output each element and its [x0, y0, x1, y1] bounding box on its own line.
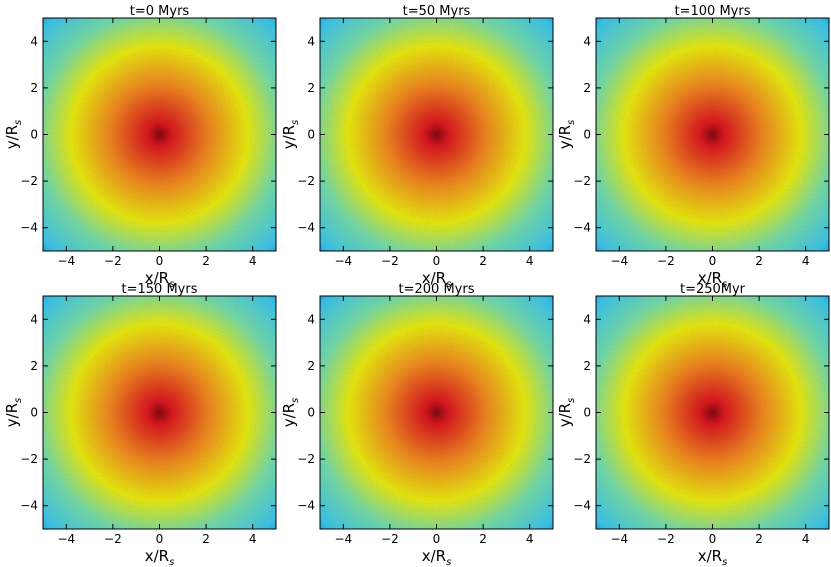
- x-tick-label: 0: [156, 254, 164, 268]
- panel-3: −4 −2 0 2 4 −4 −2 0 2 4 t=100 Myrs x/Rs y/Rs: [556, 4, 830, 290]
- x-tick-label: 4: [526, 532, 534, 546]
- x-tick-label: 2: [202, 532, 210, 546]
- density-map: [596, 296, 829, 529]
- y-tick-label: 4: [30, 34, 38, 48]
- x-tick-label: −2: [104, 254, 122, 268]
- x-axis-label: x/Rs: [145, 269, 175, 290]
- density-map: [320, 18, 553, 251]
- x-axis-label: x/Rs: [145, 547, 175, 567]
- panel-title: t=250Myr: [680, 282, 746, 297]
- x-tick-label: −4: [610, 532, 628, 546]
- x-tick-label: 4: [249, 254, 257, 268]
- x-tick-label: 0: [156, 532, 164, 546]
- y-tick-label: −2: [20, 174, 38, 188]
- x-tick-label: −2: [381, 532, 399, 546]
- panel-title: t=0 Myrs: [130, 4, 190, 19]
- y-tick-label: −4: [20, 499, 38, 513]
- y-tick-label: 0: [30, 128, 38, 142]
- y-tick-label: 2: [30, 81, 38, 95]
- y-tick-label: 4: [307, 312, 315, 326]
- y-tick-label: 0: [30, 406, 38, 420]
- y-axis-label: y/Rs: [280, 398, 301, 428]
- x-tick-label: 2: [479, 532, 487, 546]
- y-tick-label: −4: [573, 221, 591, 235]
- y-tick-label: −4: [20, 221, 38, 235]
- y-tick-label: −2: [297, 452, 315, 466]
- y-axis-label: y/Rs: [556, 398, 577, 428]
- density-map: [43, 18, 276, 251]
- panel-6: −4 −2 0 2 4 −4 −2 0 2 4 t=250Myr x/Rs y/Rs: [556, 282, 830, 567]
- x-tick-label: 4: [802, 254, 810, 268]
- y-tick-label: −4: [297, 499, 315, 513]
- y-tick-label: −2: [573, 452, 591, 466]
- x-tick-label: 4: [802, 532, 810, 546]
- x-tick-label: 0: [433, 532, 441, 546]
- y-tick-label: 0: [307, 128, 315, 142]
- x-tick-label: 4: [526, 254, 534, 268]
- panel-title: t=100 Myrs: [675, 4, 751, 19]
- y-tick-label: 0: [307, 406, 315, 420]
- y-axis-label: y/Rs: [3, 398, 24, 428]
- panel-4: −4 −2 0 2 4 −4 −2 0 2 4 t=150 Myrs x/Rs y/Rs: [3, 282, 277, 567]
- y-tick-label: −2: [297, 174, 315, 188]
- y-tick-label: 4: [307, 34, 315, 48]
- panel-2: −4 −2 0 2 4 −4 −2 0 2 4 t=50 Myrs x/Rs y/Rs: [280, 4, 554, 290]
- x-tick-label: −4: [334, 532, 352, 546]
- y-tick-label: 2: [583, 81, 591, 95]
- y-tick-label: 2: [30, 359, 38, 373]
- density-map: [596, 18, 829, 251]
- x-tick-label: 0: [709, 532, 717, 546]
- x-axis-label: x/Rs: [422, 269, 452, 290]
- x-tick-label: 2: [479, 254, 487, 268]
- panel-1: −4 −2 0 2 4 −4 −2 0 2 4 t=0 Myrs x/Rs y/Rs: [3, 4, 277, 290]
- y-axis-label: y/Rs: [556, 120, 577, 150]
- y-tick-label: 4: [30, 312, 38, 326]
- x-tick-label: 2: [755, 532, 763, 546]
- x-tick-label: −4: [334, 254, 352, 268]
- x-tick-label: −2: [381, 254, 399, 268]
- density-map: [320, 296, 553, 529]
- y-tick-label: 0: [583, 406, 591, 420]
- y-tick-label: −2: [20, 452, 38, 466]
- panel-title: t=200 Myrs: [399, 282, 475, 297]
- y-tick-label: 2: [307, 359, 315, 373]
- y-axis-label: y/Rs: [3, 120, 24, 150]
- x-tick-label: 0: [709, 254, 717, 268]
- x-axis-label: x/Rs: [698, 547, 728, 567]
- y-tick-label: 0: [583, 128, 591, 142]
- x-tick-label: 4: [249, 532, 257, 546]
- y-tick-label: −4: [573, 499, 591, 513]
- y-tick-label: −4: [297, 221, 315, 235]
- density-map: [43, 296, 276, 529]
- y-tick-label: 2: [307, 81, 315, 95]
- y-tick-label: 4: [583, 34, 591, 48]
- x-tick-label: 0: [433, 254, 441, 268]
- y-axis-label: y/Rs: [280, 120, 301, 150]
- y-tick-label: −2: [573, 174, 591, 188]
- x-tick-label: 2: [202, 254, 210, 268]
- panel-title: t=150 Myrs: [122, 282, 198, 297]
- panel-5: −4 −2 0 2 4 −4 −2 0 2 4 t=200 Myrs x/Rs y/Rs: [280, 282, 554, 567]
- x-axis-label: x/Rs: [422, 547, 452, 567]
- x-tick-label: −4: [57, 532, 75, 546]
- x-axis-label: x/Rs: [698, 269, 728, 290]
- x-tick-label: −2: [104, 532, 122, 546]
- x-tick-label: −4: [57, 254, 75, 268]
- y-tick-label: 2: [583, 359, 591, 373]
- x-tick-label: −2: [657, 254, 675, 268]
- x-tick-label: 2: [755, 254, 763, 268]
- x-tick-label: −2: [657, 532, 675, 546]
- x-tick-label: −4: [610, 254, 628, 268]
- y-tick-label: 4: [583, 312, 591, 326]
- panel-title: t=50 Myrs: [403, 4, 471, 19]
